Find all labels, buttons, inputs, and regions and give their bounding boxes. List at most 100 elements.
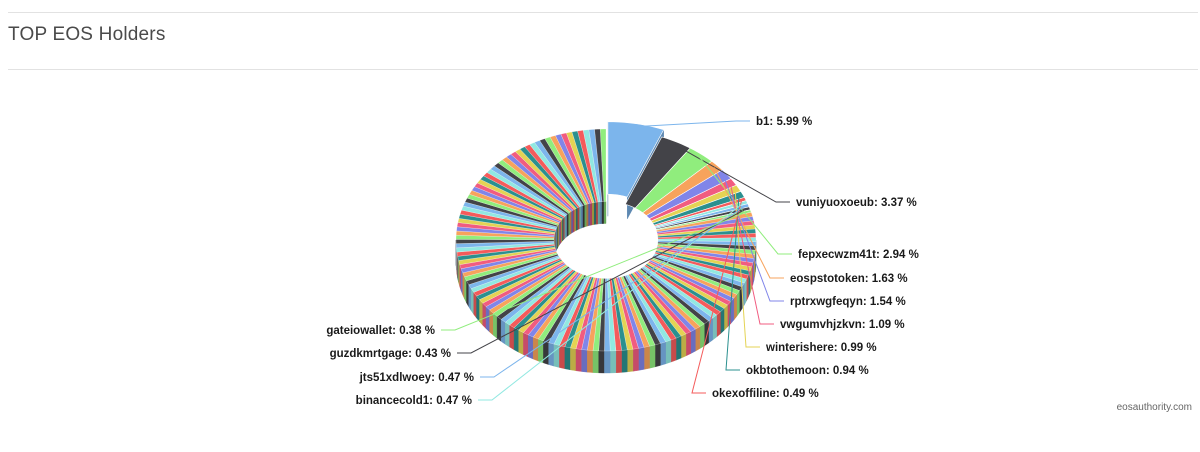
slice-side-other-47 bbox=[604, 350, 611, 374]
data-labels: b1: 5.99 % vuniyuoxoeub: 3.37 % fepxecwzm4… bbox=[326, 116, 918, 407]
header-divider bbox=[8, 69, 1198, 70]
slice-side-other-20 bbox=[733, 293, 737, 321]
slice-side-other-52 bbox=[575, 348, 582, 372]
slice-side-other-124 bbox=[593, 201, 597, 225]
connector-eospstotoken bbox=[713, 167, 784, 279]
connector-vuniyuoxoeub bbox=[674, 144, 790, 203]
slice-side-other-19 bbox=[736, 290, 740, 317]
slice-side-other-44 bbox=[621, 349, 628, 373]
slice-side-other-127 bbox=[599, 201, 603, 224]
slice-side-other-57 bbox=[548, 342, 555, 367]
slice-side-other-129 bbox=[603, 201, 607, 224]
slice-side-other-31 bbox=[690, 328, 696, 354]
slice-side-other-121 bbox=[588, 203, 591, 227]
slice-side-other-79 bbox=[464, 276, 467, 303]
connector-rptrxwgfeqyn bbox=[723, 175, 784, 302]
connector-gateiowallet bbox=[441, 211, 748, 331]
slice-side-other-50 bbox=[587, 349, 594, 373]
slice-side-other-59 bbox=[538, 338, 544, 364]
slice-side-other-33 bbox=[680, 333, 687, 359]
slice-side-other-49 bbox=[592, 350, 599, 374]
slice-side-other-29 bbox=[699, 323, 705, 349]
slice-side-other-30 bbox=[695, 326, 701, 352]
slice-side-other-51 bbox=[581, 349, 588, 373]
slice-side-other-41 bbox=[638, 347, 645, 371]
data-label-b1: b1: 5.99 % bbox=[756, 116, 812, 128]
slice-side-other-126 bbox=[597, 201, 601, 225]
slice-side-other-112 bbox=[572, 209, 575, 233]
slice-side-other-61 bbox=[528, 334, 534, 360]
slice-side-other-122 bbox=[590, 202, 593, 226]
slice-side-other-81 bbox=[460, 268, 463, 295]
slice-side-other-71 bbox=[485, 306, 490, 333]
slice-side-other-48 bbox=[598, 350, 605, 374]
slice-side-other-113 bbox=[574, 208, 577, 232]
top-divider bbox=[8, 12, 1198, 13]
slice-side-other-45 bbox=[615, 350, 622, 373]
slice-side-other-64 bbox=[513, 327, 519, 353]
slice-side-other-70 bbox=[489, 309, 494, 336]
slice-side-other-25 bbox=[716, 311, 721, 338]
slice-side-other-40 bbox=[643, 345, 650, 370]
slice-side-other-43 bbox=[627, 348, 634, 373]
data-label-vuniyuoxoeub: vuniyuoxoeub: 3.37 % bbox=[796, 197, 917, 209]
slice-side-other-73 bbox=[479, 299, 483, 326]
slice-side-other-75 bbox=[473, 291, 477, 319]
connector-okexoffiline bbox=[691, 199, 743, 394]
slice-side-other-72 bbox=[482, 302, 487, 330]
data-label-eospstotoken: eospstotoken: 1.63 % bbox=[790, 273, 908, 285]
slice-side-other-119 bbox=[584, 204, 587, 228]
slice-side-other-34 bbox=[675, 335, 682, 361]
connector-winterishere bbox=[734, 189, 760, 348]
slice-side-other-115 bbox=[577, 206, 580, 230]
slice-side-other-58 bbox=[543, 340, 549, 365]
slice-side-other-111 bbox=[571, 209, 574, 234]
chart-title: TOP EOS Holders bbox=[8, 24, 166, 45]
slice-side-other-117 bbox=[581, 205, 584, 229]
slice-side-other-80 bbox=[462, 272, 465, 299]
slice-side-other-36 bbox=[665, 339, 672, 365]
slice-side-other-54 bbox=[564, 346, 571, 371]
slice-side-other-110 bbox=[569, 210, 572, 235]
slice-side-other-55 bbox=[559, 345, 566, 369]
data-label-gateiowallet: gateiowallet: 0.38 % bbox=[326, 325, 435, 337]
connector-okbtothemoon bbox=[725, 195, 740, 371]
slice-side-other-39 bbox=[649, 344, 656, 369]
data-label-binancecold1: binancecold1: 0.47 % bbox=[356, 395, 472, 407]
data-label-rptrxwgfeqyn: rptrxwgfeqyn: 1.54 % bbox=[790, 296, 906, 308]
slice-side-other-32 bbox=[685, 331, 691, 357]
slice-side-other-116 bbox=[579, 205, 582, 230]
connector-binancecold1 bbox=[478, 202, 744, 401]
slice-b1[interactable] bbox=[607, 121, 665, 198]
connector-vwgumvhjzkvn bbox=[729, 183, 774, 325]
slice-side-other-38 bbox=[654, 343, 661, 368]
slice-side-other-123 bbox=[592, 202, 595, 226]
slice-side-other-76 bbox=[470, 287, 474, 315]
connector-b1 bbox=[635, 120, 750, 128]
slice-side-other-128 bbox=[601, 201, 605, 224]
slice-side-other-78 bbox=[466, 280, 469, 308]
slice-side-other-42 bbox=[632, 348, 639, 372]
slice-side-other-53 bbox=[570, 347, 577, 371]
slice-side-other-120 bbox=[586, 203, 589, 227]
slice-other-129[interactable] bbox=[600, 128, 607, 202]
slice-side-other-62 bbox=[523, 332, 529, 358]
data-label-okbtothemoon: okbtothemoon: 0.94 % bbox=[746, 365, 869, 377]
slice-side-other-37 bbox=[660, 341, 666, 366]
slice-side-other-24 bbox=[720, 308, 725, 335]
slice-side-other-118 bbox=[582, 204, 585, 228]
data-label-winterishere: winterishere: 0.99 % bbox=[765, 342, 877, 354]
slice-side-other-108 bbox=[567, 212, 569, 237]
connector-guzdkmrtgage bbox=[457, 208, 747, 354]
slice-side-other-18 bbox=[739, 286, 743, 314]
slice-side-other-65 bbox=[509, 324, 515, 351]
slice-side-other-109 bbox=[568, 211, 571, 236]
credit-text: eosauthority.com bbox=[1116, 402, 1192, 413]
data-label-guzdkmrtgage: guzdkmrtgage: 0.43 % bbox=[330, 348, 451, 360]
slice-side-other-16 bbox=[744, 278, 747, 306]
slice-side-other-125 bbox=[595, 201, 599, 225]
slice-side-other-15 bbox=[746, 274, 749, 302]
slice-side-other-35 bbox=[670, 337, 677, 363]
slice-side-other-114 bbox=[575, 207, 579, 231]
